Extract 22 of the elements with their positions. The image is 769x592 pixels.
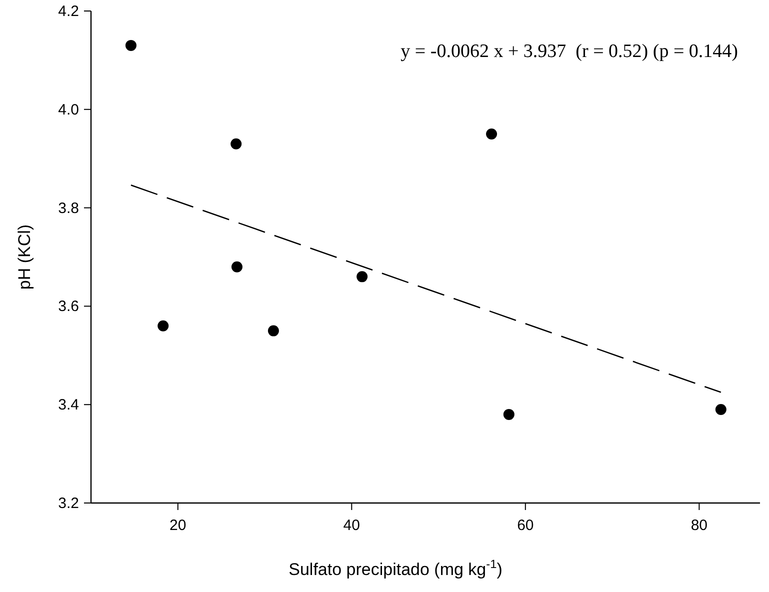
point <box>230 138 242 150</box>
y-tick-label: 3.8 <box>58 200 79 217</box>
annotation: y = -0.0062 x + 3.937 (r = 0.52) (p = 0.144) <box>400 41 738 62</box>
x-tick-label: 80 <box>690 517 708 534</box>
point <box>356 271 368 282</box>
x-axis-title: Sulfato precipitado (mg kg$^{-1}$) <box>288 557 502 579</box>
y-tick-label: 4.2 <box>58 3 79 20</box>
point <box>715 404 726 416</box>
point <box>231 261 242 272</box>
y-tick-label: 3.4 <box>58 396 79 414</box>
point <box>158 320 169 332</box>
x-tick-label: 60 <box>517 517 534 534</box>
point <box>125 40 136 51</box>
y-tick-label: 3.2 <box>58 495 79 512</box>
y-axis-title: pH (KCl) <box>15 224 34 290</box>
point <box>268 325 279 336</box>
y-tick-label: 4.0 <box>58 101 79 118</box>
y-tick-label: 3.6 <box>58 298 79 316</box>
point <box>503 408 514 420</box>
x-tick-label: 40 <box>343 517 360 534</box>
point <box>486 128 498 140</box>
x-tick-label: 20 <box>170 517 186 534</box>
